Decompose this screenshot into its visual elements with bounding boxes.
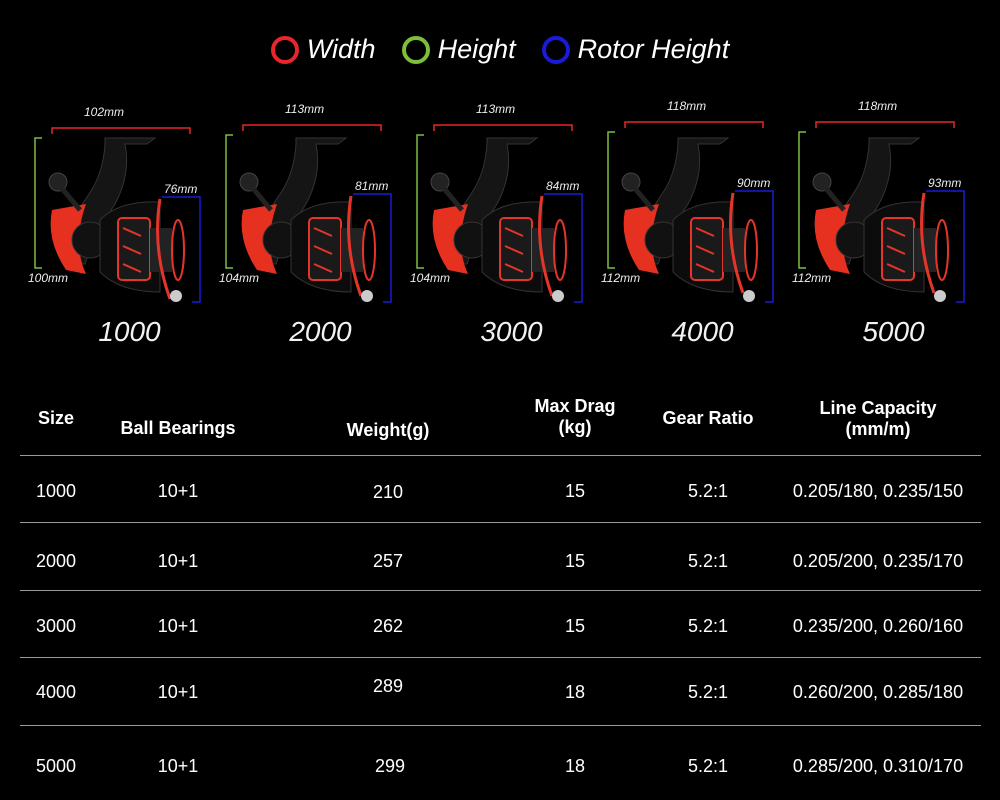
header-line1: Line Capacity <box>819 398 937 418</box>
header-line1: Weight(g) <box>346 420 430 440</box>
width-label: 102mm <box>84 105 125 119</box>
circle-icon <box>541 35 570 64</box>
width-label: 118mm <box>858 99 898 113</box>
column-header: Ball Bearings <box>120 418 235 439</box>
width-label: 113mm <box>285 102 325 116</box>
table-cell: 299 <box>374 756 406 776</box>
width-label: 118mm <box>667 99 707 113</box>
table-cell: 0.205/180, 0.235/150 <box>792 481 964 501</box>
row-divider <box>20 657 981 658</box>
height-label: 112mm <box>792 271 832 285</box>
table-cell: 5.2:1 <box>687 682 729 702</box>
table-cell: 10+1 <box>157 756 199 776</box>
model-number: 1000 <box>98 316 161 347</box>
column-header: Gear Ratio <box>662 408 753 429</box>
header-line1: Max Drag <box>534 396 616 416</box>
table-cell: 5.2:1 <box>687 616 729 636</box>
legend-item: Rotor Height <box>541 34 730 65</box>
table-cell: 15 <box>564 481 586 501</box>
reel-panel-4000: 118mm 112mm 90mm <box>601 99 794 350</box>
width-label: 113mm <box>476 102 516 116</box>
reel-panel-3000: 113mm 104mm 84mm <box>410 100 603 350</box>
table-cell: 262 <box>372 616 404 636</box>
legend-label: Height <box>437 34 516 64</box>
reel-image <box>225 124 392 303</box>
table-cell: 0.260/200, 0.285/180 <box>792 682 964 702</box>
table-cell: 3000 <box>35 616 77 636</box>
table-cell: 210 <box>372 482 404 502</box>
row-divider <box>20 725 981 726</box>
legend-item: Width <box>270 34 376 65</box>
reel-panel-5000: 118mm 112mm 93mm <box>792 99 985 350</box>
row-divider <box>20 522 981 523</box>
legend-label: Rotor Height <box>577 34 730 64</box>
circle-icon <box>270 35 299 64</box>
rotor-height-label: 84mm <box>546 179 580 193</box>
row-divider <box>20 590 981 591</box>
reel-panel-1000: 102mm 100mm 76mm <box>28 100 221 350</box>
model-number: 5000 <box>862 316 925 347</box>
reel-image <box>607 121 774 303</box>
height-label: 112mm <box>601 271 641 285</box>
table-cell: 5.2:1 <box>687 481 729 501</box>
reel-panel-2000: 113mm 104mm 81mm <box>219 100 412 350</box>
table-cell: 2000 <box>35 551 77 571</box>
reel-image <box>416 124 583 303</box>
dimension-legend: Width Height Rotor Height <box>0 34 1000 65</box>
reel-image <box>34 127 201 303</box>
rotor-height-label: 76mm <box>164 182 198 196</box>
table-cell: 289 <box>372 676 404 696</box>
circle-icon <box>401 35 430 64</box>
table-cell: 0.205/200, 0.235/170 <box>792 551 964 571</box>
column-header: Line Capacity (mm/m) <box>819 398 936 440</box>
table-cell: 5.2:1 <box>687 756 729 776</box>
header-line2: (mm/m) <box>845 419 911 439</box>
model-number: 4000 <box>671 316 734 347</box>
table-cell: 4000 <box>35 682 77 702</box>
table-cell: 15 <box>564 616 586 636</box>
column-header: Weight(g) <box>347 420 430 441</box>
table-cell: 10+1 <box>157 481 199 501</box>
table-cell: 0.285/200, 0.310/170 <box>792 756 964 776</box>
height-label: 100mm <box>28 271 69 285</box>
legend-item: Height <box>401 34 516 65</box>
header-line1: Gear Ratio <box>662 408 754 428</box>
table-cell: 10+1 <box>157 616 199 636</box>
table-cell: 15 <box>564 551 586 571</box>
height-label: 104mm <box>219 271 260 285</box>
header-line2: (kg) <box>558 417 592 437</box>
reel-image <box>798 121 965 303</box>
column-header: Size <box>38 408 74 429</box>
rotor-height-label: 81mm <box>355 179 389 193</box>
rotor-height-label: 90mm <box>737 176 771 190</box>
row-divider <box>20 455 981 456</box>
table-cell: 10+1 <box>157 551 199 571</box>
table-cell: 5.2:1 <box>687 551 729 571</box>
table-cell: 257 <box>372 551 404 571</box>
table-cell: 0.235/200, 0.260/160 <box>792 616 964 636</box>
legend-label: Width <box>306 34 376 64</box>
rotor-height-label: 93mm <box>928 176 962 190</box>
height-label: 104mm <box>410 271 451 285</box>
header-line1: Size <box>37 408 75 428</box>
model-number: 2000 <box>289 316 352 347</box>
table-cell: 1000 <box>35 481 77 501</box>
table-cell: 10+1 <box>157 682 199 702</box>
column-header: Max Drag (kg) <box>534 396 615 438</box>
model-number: 3000 <box>480 316 543 347</box>
header-line1: Ball Bearings <box>120 418 236 438</box>
table-cell: 18 <box>564 682 586 702</box>
table-cell: 5000 <box>35 756 77 776</box>
table-cell: 18 <box>564 756 586 776</box>
